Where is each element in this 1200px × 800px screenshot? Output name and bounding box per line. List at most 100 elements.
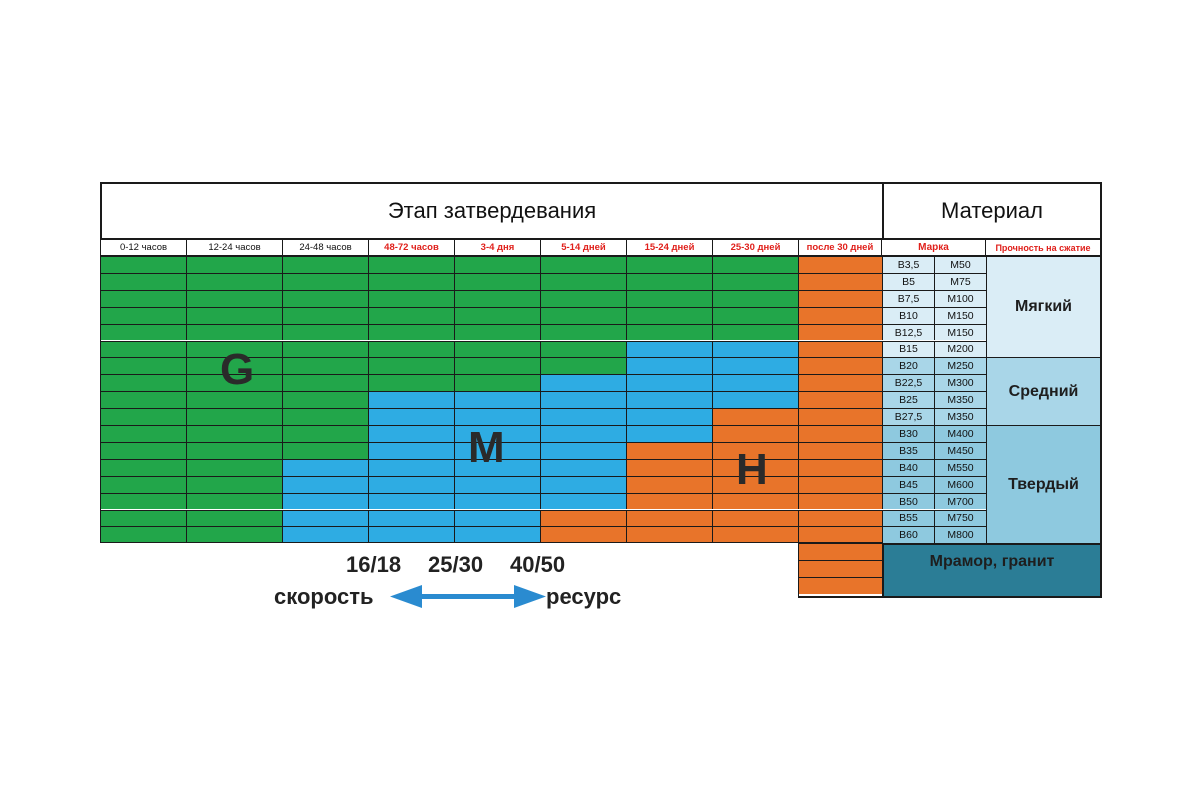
strength-group-2: Твердый <box>986 425 1102 544</box>
zone-cell-m <box>540 374 626 392</box>
grade-b: B60 <box>882 526 934 544</box>
zone-cell-h <box>540 526 626 544</box>
grade-b: B25 <box>882 391 934 409</box>
zone-cell-g <box>100 475 186 493</box>
zone-cell-g <box>100 340 186 358</box>
grade-m: M100 <box>934 289 986 307</box>
zone-cell-m <box>626 374 712 392</box>
zone-cell-h <box>798 543 882 561</box>
zone-cell-m <box>454 425 540 442</box>
stage-header-2: 24-48 часов <box>282 240 368 256</box>
zone-cell-g <box>368 306 454 324</box>
zone-cell-g <box>454 256 540 273</box>
zone-cell-m <box>626 357 712 375</box>
zone-cell-m <box>626 425 712 442</box>
zone-cell-g <box>282 391 368 409</box>
zone-cell-g <box>454 272 540 290</box>
zone-cell-g <box>368 289 454 307</box>
grade-m: M150 <box>934 323 986 341</box>
zone-cell-g <box>454 289 540 307</box>
zone-cell-m <box>540 408 626 425</box>
zone-cell-m <box>626 340 712 358</box>
zone-cell-g <box>186 256 282 273</box>
zone-cell-g <box>186 425 282 442</box>
legend-number: 16/18 <box>346 552 402 577</box>
zone-cell-m <box>712 391 798 409</box>
zone-cell-g <box>282 374 368 392</box>
grade-b: B35 <box>882 441 934 459</box>
zone-cell-g <box>100 374 186 392</box>
legend-speed-label: скорость <box>274 584 374 609</box>
zone-cell-g <box>186 272 282 290</box>
zone-cell-h <box>626 475 712 493</box>
zone-cell-h <box>798 374 882 392</box>
zone-cell-h <box>540 509 626 527</box>
zone-cell-m <box>368 492 454 510</box>
zone-cell-m <box>454 509 540 527</box>
zone-cell-g <box>100 509 186 527</box>
zone-cell-m <box>626 408 712 425</box>
zone-cell-m <box>454 475 540 493</box>
zone-cell-m <box>626 391 712 409</box>
zone-cell-g <box>368 256 454 273</box>
zone-cell-g <box>282 441 368 459</box>
zone-cell-g <box>186 492 282 510</box>
double-arrow-icon <box>390 585 546 608</box>
zone-cell-m <box>282 458 368 476</box>
stage-header-3: 48-72 часов <box>368 240 454 256</box>
stage-header-5: 5-14 дней <box>540 240 626 256</box>
zone-cell-h <box>798 458 882 476</box>
zone-cell-g <box>712 289 798 307</box>
zone-cell-m <box>540 475 626 493</box>
grade-m: M350 <box>934 408 986 425</box>
zone-cell-g <box>186 306 282 324</box>
zone-cell-h <box>798 391 882 409</box>
legend-number: 40/50 <box>510 552 566 577</box>
zone-cell-g <box>540 306 626 324</box>
zone-cell-g <box>100 492 186 510</box>
zone-cell-g <box>626 323 712 341</box>
zone-cell-g <box>540 272 626 290</box>
zone-cell-g <box>282 425 368 442</box>
zone-cell-h <box>798 357 882 375</box>
zone-cell-h <box>712 492 798 510</box>
zone-cell-m <box>540 391 626 409</box>
zone-cell-g <box>282 408 368 425</box>
zone-cell-g <box>100 526 186 544</box>
grade-m: M350 <box>934 391 986 409</box>
zone-cell-g <box>186 374 282 392</box>
zone-cell-m <box>454 526 540 544</box>
zone-cell-m <box>368 475 454 493</box>
zone-cell-g <box>186 391 282 409</box>
stage-header-6: 15-24 дней <box>626 240 712 256</box>
stage-header-1: 12-24 часов <box>186 240 282 256</box>
grade-m: M800 <box>934 526 986 544</box>
grade-m: M150 <box>934 306 986 324</box>
zone-cell-m <box>368 441 454 459</box>
zone-cell-g <box>186 509 282 527</box>
zone-cell-g <box>282 306 368 324</box>
zone-cell-m <box>282 509 368 527</box>
stone-row: Мрамор, гранит <box>882 543 1102 598</box>
zone-cell-g <box>540 357 626 375</box>
zone-cell-h <box>798 340 882 358</box>
zone-cell-g <box>540 323 626 341</box>
grade-m: M250 <box>934 357 986 375</box>
zone-cell-g <box>100 289 186 307</box>
strength-header: Прочность на сжатие <box>986 240 1102 256</box>
zone-cell-h <box>798 323 882 341</box>
grade-b: B10 <box>882 306 934 324</box>
grade-m: M400 <box>934 425 986 442</box>
zone-cell-g <box>100 323 186 341</box>
grade-b: B7,5 <box>882 289 934 307</box>
zone-cell-g <box>626 306 712 324</box>
zone-cell-m <box>454 441 540 459</box>
zone-cell-g <box>282 340 368 358</box>
zone-cell-g <box>712 272 798 290</box>
zone-cell-h <box>798 560 882 578</box>
zone-cell-h <box>798 475 882 493</box>
zone-cell-g <box>712 323 798 341</box>
zone-cell-m <box>712 357 798 375</box>
zone-cell-h <box>712 509 798 527</box>
